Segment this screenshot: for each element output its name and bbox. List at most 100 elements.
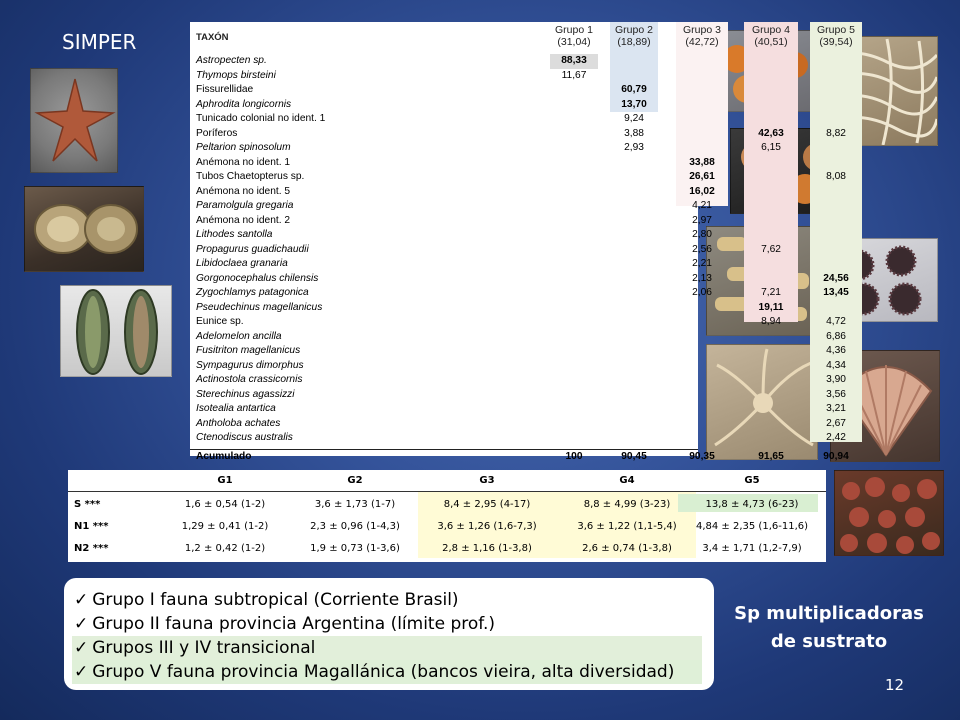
group4-value: 7,21 — [761, 287, 781, 298]
group1-value: 88,33 — [561, 55, 587, 66]
group2-value — [610, 359, 658, 374]
taxon-name: Propagurus guadichaudii — [196, 243, 309, 255]
taxa-row: Sterechinus agassizzi 3,56 — [190, 388, 846, 403]
basket-star-icon — [714, 348, 814, 447]
group1-value — [550, 112, 598, 127]
group2-value: 9,24 — [624, 113, 644, 124]
stats-row: N2 *** 1,2 ± 0,42 (1-2) 1,9 ± 0,73 (1-3,6)… — [68, 538, 826, 560]
group3-value — [676, 431, 728, 446]
group1-value: 11,67 — [561, 69, 587, 81]
taxa-row: Tubos Chaetopterus sp. 26,61 8,08 — [190, 170, 846, 185]
group4-value — [744, 417, 798, 432]
stats-value-g4: 8,8 ± 4,99 (3-23) — [583, 499, 671, 510]
diversity-table-header: G1 G2 G3 G4 G5 — [68, 470, 826, 492]
group2-value — [610, 199, 658, 214]
summary-bullet: ✓ Grupo I fauna subtropical (Corriente Br… — [74, 588, 459, 612]
taxa-row: Lithodes santolla 2,80 — [190, 228, 712, 243]
stats-header-g2: G2 — [347, 475, 363, 486]
group1-value — [550, 344, 598, 359]
taxon-header: TAXÓN — [196, 32, 229, 43]
stats-value-g5: 13,8 ± 4,73 (6-23) — [705, 499, 799, 510]
taxa-row: Eunice sp. 8,94 4,72 — [190, 315, 846, 330]
group1-value — [550, 315, 598, 330]
group5-value: 6,86 — [826, 330, 846, 342]
side-caption: Sp multiplicadoras de sustrato — [734, 600, 924, 656]
taxon-name: Thymops birsteini — [196, 69, 276, 81]
group4-value — [744, 431, 798, 446]
group1-value — [550, 373, 598, 388]
group4-value: 8,94 — [761, 316, 781, 327]
group3-header: Grupo 3 (42,72) — [683, 24, 721, 48]
bullet4-highlight — [72, 660, 702, 684]
bullet3-highlight — [72, 636, 702, 660]
group5-value — [810, 228, 862, 243]
group5-value: 8,82 — [826, 127, 846, 139]
taxa-row: Anémona no ident. 1 33,88 — [190, 156, 715, 171]
summary-bullet-text: Grupo V fauna provincia Magallánica (ban… — [92, 662, 675, 682]
summary-bullet-text: Grupo I fauna subtropical (Corriente Bra… — [92, 590, 459, 610]
summary-bullet: ✓ Grupos III y IV transicional — [74, 636, 315, 660]
group4-value — [744, 388, 798, 403]
group4-value — [744, 156, 798, 171]
group2-value: 2,93 — [624, 142, 644, 153]
stats-value-g3: 2,8 ± 1,16 (1-3,8) — [442, 543, 532, 554]
group5-value: 8,08 — [826, 171, 846, 182]
stats-value-g1: 1,6 ± 0,54 (1-2) — [184, 499, 266, 510]
group1-value — [550, 127, 598, 142]
group5-value — [810, 141, 862, 156]
group4-value — [744, 112, 798, 127]
stats-row-label: N2 *** — [74, 543, 109, 554]
taxon-name: Astropecten sp. — [196, 55, 267, 66]
group5-header: Grupo 5 (39,54) — [817, 24, 855, 48]
simper-table-header: TAXÓN Grupo 1 (31,04) Grupo 2 (18,89) Grup… — [190, 22, 855, 54]
taxon-name: Sympagurus dimorphus — [196, 359, 304, 371]
starfish-icon — [34, 78, 116, 162]
scale-worms-photo — [60, 285, 172, 377]
stats-row: N1 *** 1,29 ± 0,41 (1-2) 2,3 ± 0,96 (1-4,3… — [68, 516, 826, 538]
group1-value — [550, 257, 598, 272]
group2-value — [610, 286, 658, 301]
group5-value: 3,56 — [826, 388, 846, 400]
stats-value-g5: 3,4 ± 1,71 (1,2-7,9) — [702, 543, 802, 554]
taxon-name: Poríferos — [196, 127, 238, 139]
group4-value — [744, 330, 798, 345]
g3-g4-highlight — [418, 492, 696, 558]
diversity-table: G1 G2 G3 G4 G5 S *** 1,6 ± 0,54 (1-2) 3,6 ± 1,… — [68, 470, 826, 562]
taxon-name: Paramolgula gregaria — [196, 200, 294, 211]
starfish-photo — [30, 68, 118, 173]
group1-value — [550, 330, 598, 345]
group5-value: 2,42 — [826, 432, 846, 443]
group2-value — [610, 417, 658, 432]
taxon-name: Anémona no ident. 5 — [196, 185, 291, 197]
taxon-name: Lithodes santolla — [196, 229, 273, 240]
group4-column-fill — [744, 22, 798, 322]
stats-value-g3: 3,6 ± 1,26 (1,6-7,3) — [437, 521, 537, 532]
group3-value — [676, 344, 728, 359]
group4-value: 7,62 — [761, 243, 781, 255]
stats-value-g4: 3,6 ± 1,22 (1,1-5,4) — [577, 521, 677, 532]
group4-value — [744, 359, 798, 374]
group2-value — [610, 330, 658, 345]
taxon-name: Zygochlamys patagonica — [196, 287, 309, 298]
total-label: Acumulado — [196, 450, 252, 462]
checkmark-icon: ✓ — [74, 614, 89, 634]
group5-value — [810, 199, 862, 214]
taxon-name: Fissurellidae — [196, 84, 254, 95]
taxa-row: Astropecten sp. 88,33 — [190, 54, 698, 69]
group4-header: Grupo 4 (40,51) — [752, 24, 790, 48]
taxa-row: Adelomelon ancilla 6,86 — [190, 330, 846, 345]
group3-value — [676, 417, 728, 432]
taxon-name: Ctenodiscus australis — [196, 432, 293, 443]
group3-value — [676, 98, 728, 113]
taxa-row: Antholoba achates 2,67 — [190, 417, 846, 432]
group3-value — [676, 83, 728, 98]
taxon-name: Fusitriton magellanicus — [196, 345, 301, 356]
group2-value — [610, 315, 658, 330]
group1-value — [550, 98, 598, 113]
group3-value — [676, 127, 728, 142]
group5-total: 90,94 — [823, 450, 849, 462]
group5-value: 13,45 — [823, 287, 849, 298]
taxa-row: Actinostola crassicornis 3,90 — [190, 373, 846, 388]
taxon-name: Anémona no ident. 2 — [196, 214, 291, 226]
slide-title: SIMPER — [62, 30, 137, 54]
